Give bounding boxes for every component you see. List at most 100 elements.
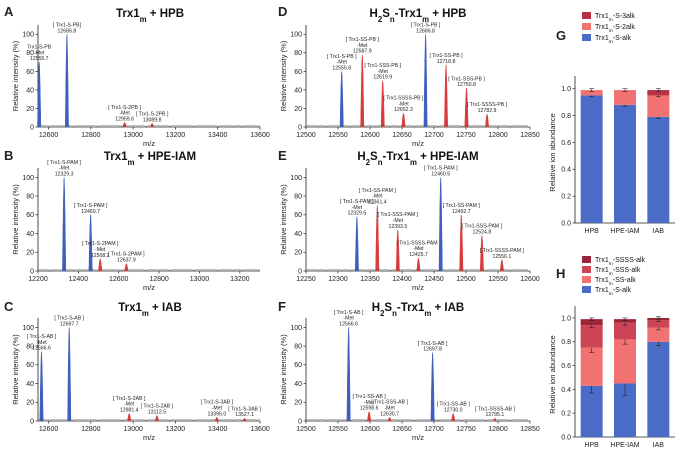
x-tick-label: HPE-IAM xyxy=(610,442,639,449)
legend-swatch-0 xyxy=(582,256,591,263)
y-tick-label: 0.0 xyxy=(561,434,571,441)
peak-label-3: [ Trx1-SSSS-PAM ] -Met 12425.7 xyxy=(396,240,441,258)
text-segment: 2 xyxy=(378,15,383,24)
bar-segment-0-1 xyxy=(580,90,603,96)
peak-label-line: 12697.8 xyxy=(423,347,442,353)
y-tick-label: 60 xyxy=(26,212,34,219)
x-tick-label: 12500 xyxy=(296,426,316,433)
text-segment: + HPB xyxy=(429,8,466,20)
peak-label-line: [ Trx1-S-2PAM ] xyxy=(82,241,119,247)
peak-label-line: 12598.6 xyxy=(360,406,379,412)
peak-label-line: 13112.5 xyxy=(148,409,166,415)
text-segment: Trx1 xyxy=(595,287,609,294)
peak-3 xyxy=(155,415,159,422)
y-tick-label: 60 xyxy=(294,212,302,219)
text-segment: + HPE-IAM xyxy=(134,151,196,163)
peak-label-line: [ Trx1-SS-AB ] xyxy=(437,402,471,408)
y-axis-label: Relative intensity (%) xyxy=(279,40,288,111)
peak-7 xyxy=(485,113,489,128)
peak-label-line: 12637.9 xyxy=(117,258,136,264)
peak-1 xyxy=(360,54,365,128)
peak-label-line: 12697.7 xyxy=(60,321,79,327)
y-axis-label: Relative ion abundance xyxy=(548,113,557,191)
y-tick-label: 0.6 xyxy=(561,140,571,147)
peak-label-1: [ Trx1-SS-PB ] -Met 12587.9 xyxy=(346,37,380,55)
y-axis-label: Relative ion abundance xyxy=(548,335,557,413)
x-tick-label: 13600 xyxy=(250,426,270,433)
legend-swatch-0 xyxy=(582,12,591,19)
baseline-trace xyxy=(37,124,261,127)
y-tick-label: 0 xyxy=(298,268,302,275)
text-segment: + IAB xyxy=(149,302,182,314)
peak-label-line: -Met xyxy=(352,205,363,211)
text-segment: m xyxy=(609,282,613,287)
x-tick-label: 12850 xyxy=(520,426,540,433)
y-tick-label: 100 xyxy=(22,175,34,182)
y-tick-label: 60 xyxy=(294,362,302,369)
peak-label-line: [ Trx1-S-2AB ] xyxy=(141,404,174,410)
peak-label-3: [ Trx1-SSSS-PB ] -Met 12652.3 xyxy=(383,95,424,113)
y-tick-label: 0.0 xyxy=(561,220,571,227)
peak-label-7: [ Trx1-SSSS-PAM ] 12556.1 xyxy=(480,248,525,260)
peak-label-line: [ Trx1-S-3AB ] xyxy=(201,400,234,406)
peak-label-line: 12393.5 xyxy=(388,224,407,230)
text-segment: -S-alk xyxy=(613,287,632,294)
peak-label-2: [ Trx1-SSS-AB ] -Met 12630.7 xyxy=(371,400,408,418)
panel-title: H2Sn-Trx1m + HPE-IAM xyxy=(357,151,478,167)
peak-label-6: [ Trx1-SSS-PB ] 12750.8 xyxy=(448,76,485,88)
peak-5 xyxy=(492,417,497,422)
panel-label: E xyxy=(278,148,287,163)
peak-label-line: -Met xyxy=(384,405,395,411)
peak-label-1: [ Trx1-S-PAM ] 12460.7 xyxy=(74,203,108,215)
x-tick-label: 12500 xyxy=(296,132,316,139)
peak-label-0: [ Trx1-S-AB ] -Met 12566.6 xyxy=(334,310,364,328)
peak-1 xyxy=(375,205,380,272)
x-axis-label: m/z xyxy=(143,433,155,442)
x-tick-label: 12600 xyxy=(39,132,59,139)
peak-3 xyxy=(401,112,406,128)
peak-label-line: 12425.7 xyxy=(409,252,428,258)
x-tick-label: HPB xyxy=(584,442,599,449)
y-tick-label: 0 xyxy=(298,124,302,131)
peak-label-1: [ Trx1-SS-AB ] -Met 12598.6 xyxy=(353,394,387,412)
y-axis-label: Relative intensity (%) xyxy=(279,334,288,405)
panel-label: G xyxy=(556,28,566,43)
legend-swatch-1 xyxy=(582,23,591,30)
y-tick-label: 60 xyxy=(26,69,34,76)
peak-label-line: [ Trx1-S-PAM ] xyxy=(424,166,458,172)
y-tick-label: 20 xyxy=(26,250,34,257)
peak-label-3: [ Trx1-S-AB ] 12697.8 xyxy=(418,341,448,353)
peak-label-line: 12981.4 xyxy=(120,408,139,414)
y-tick-label: 20 xyxy=(26,400,34,407)
bar-segment-2-1 xyxy=(647,327,670,342)
peak-label-5: [ Trx1-SS-PB ] 12718.8 xyxy=(429,53,463,65)
peak-label-line: -Met xyxy=(364,400,375,406)
y-tick-label: 0.6 xyxy=(561,363,571,370)
x-tick-label: 12550 xyxy=(488,276,508,283)
y-axis-label: Relative intensity (%) xyxy=(11,334,20,405)
text-segment: -Trx1 xyxy=(395,8,423,20)
y-tick-label: 80 xyxy=(26,50,34,57)
x-axis-label: m/z xyxy=(143,283,155,292)
panel-label: C xyxy=(4,299,14,314)
y-tick-label: 60 xyxy=(26,362,34,369)
peak-6 xyxy=(479,235,484,272)
peak-label-line: -Met xyxy=(337,60,348,66)
text-segment: m xyxy=(609,29,613,34)
baseline-trace xyxy=(37,268,261,271)
peak-4 xyxy=(451,413,456,422)
text-segment: -Trx1 xyxy=(397,302,425,314)
legend-swatch-3 xyxy=(582,286,591,293)
x-tick-label: 12800 xyxy=(149,276,169,283)
peak-label-line: [ Trx1-S-AB ] xyxy=(27,334,57,340)
x-axis-label: m/z xyxy=(143,139,155,148)
legend-label-0: Trx1m-SSSS-alk xyxy=(595,257,646,267)
x-tick-label: 13400 xyxy=(208,132,228,139)
x-tick-label: 12250 xyxy=(296,276,316,283)
peak-0 xyxy=(346,327,351,422)
peak-0 xyxy=(339,71,344,128)
x-axis-label: m/z xyxy=(412,139,424,148)
peak-label-line: 12566.6 xyxy=(32,346,51,352)
panel-G: GTrx1m-S-3alkTrx1m-S-2alkTrx1m-S-alk0.00… xyxy=(548,12,675,235)
text-segment: + HPB xyxy=(147,8,184,20)
